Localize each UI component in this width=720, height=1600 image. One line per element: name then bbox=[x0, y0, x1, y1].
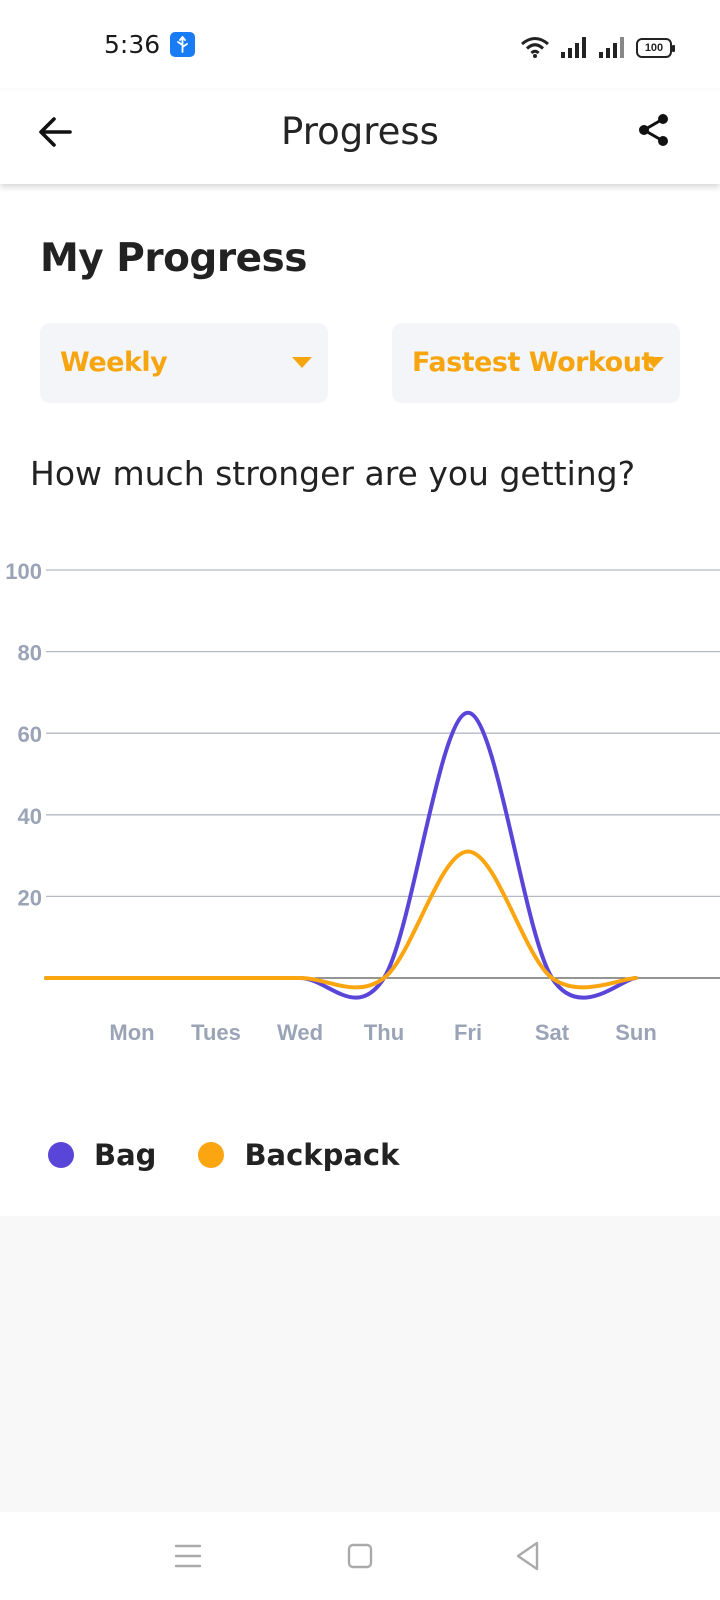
y-tick-label: 80 bbox=[18, 641, 42, 666]
caret-down-icon bbox=[292, 357, 312, 368]
series-line-bag bbox=[44, 710, 638, 1000]
app-bar: Progress bbox=[0, 90, 720, 184]
status-time: 5:36 bbox=[104, 30, 161, 59]
x-tick-label: Sun bbox=[615, 1020, 657, 1045]
usb-icon bbox=[170, 32, 195, 57]
menu-button[interactable] bbox=[166, 1534, 210, 1578]
menu-icon bbox=[174, 1544, 202, 1568]
back-button[interactable] bbox=[36, 112, 76, 152]
legend-dot-backpack bbox=[198, 1142, 225, 1168]
y-tick-label: 20 bbox=[18, 885, 42, 910]
y-tick-label: 100 bbox=[5, 560, 42, 584]
home-button[interactable] bbox=[338, 1534, 382, 1578]
status-icons: 100 bbox=[520, 32, 675, 58]
empty-content-area bbox=[0, 1216, 720, 1512]
arrow-left-icon bbox=[39, 117, 72, 147]
caret-down-icon bbox=[644, 357, 664, 368]
period-dropdown[interactable]: Weekly bbox=[40, 323, 328, 403]
x-tick-label: Tues bbox=[191, 1020, 241, 1045]
x-tick-label: Mon bbox=[109, 1020, 154, 1045]
x-tick-label: Sat bbox=[535, 1020, 570, 1045]
y-tick-label: 60 bbox=[18, 722, 42, 747]
section-title: My Progress bbox=[40, 236, 307, 281]
progress-chart: 20 40 60 80 100 Mon Tues Wed Thu Fri Sat Sun bbox=[5, 560, 720, 1045]
metric-dropdown[interactable]: Fastest Workout bbox=[392, 323, 680, 403]
share-button[interactable] bbox=[636, 112, 672, 148]
legend-dot-bag bbox=[48, 1142, 74, 1168]
battery-icon: 100 bbox=[636, 38, 675, 58]
chart-legend: Bag Backpack bbox=[48, 1138, 441, 1172]
back-triangle-icon bbox=[516, 1541, 539, 1571]
metric-dropdown-label: Fastest Workout bbox=[412, 347, 654, 378]
signal-icon bbox=[599, 37, 624, 58]
x-tick-label: Wed bbox=[277, 1020, 323, 1045]
page-title: Progress bbox=[281, 110, 439, 153]
legend-item-backpack[interactable]: Backpack bbox=[198, 1138, 399, 1172]
system-nav-bar bbox=[0, 1512, 720, 1600]
legend-label-bag: Bag bbox=[94, 1138, 157, 1172]
signal-icon bbox=[561, 37, 586, 58]
status-bar: 5:36 100 bbox=[0, 0, 720, 90]
x-tick-label: Fri bbox=[454, 1020, 482, 1045]
back-nav-button[interactable] bbox=[506, 1534, 550, 1578]
home-square-icon bbox=[347, 1543, 373, 1569]
share-icon bbox=[639, 114, 668, 146]
x-tick-label: Thu bbox=[364, 1020, 404, 1045]
period-dropdown-label: Weekly bbox=[60, 347, 168, 378]
series-line-backpack bbox=[44, 849, 638, 990]
y-tick-label: 40 bbox=[18, 804, 42, 829]
legend-label-backpack: Backpack bbox=[244, 1138, 400, 1172]
wifi-icon bbox=[521, 37, 549, 58]
chart-question: How much stronger are you getting? bbox=[30, 454, 636, 493]
legend-item-bag[interactable]: Bag bbox=[48, 1138, 156, 1172]
